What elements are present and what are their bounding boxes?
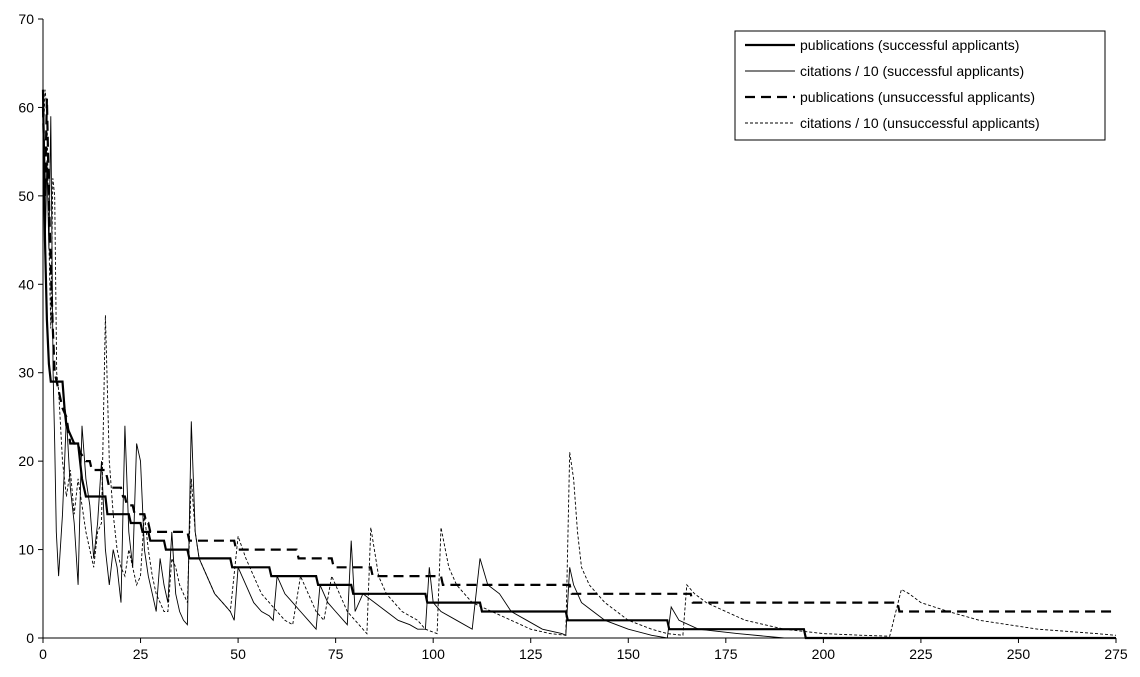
- x-tick-label: 75: [328, 646, 344, 662]
- y-tick-label: 50: [18, 188, 34, 204]
- x-tick-label: 25: [133, 646, 149, 662]
- y-tick-label: 0: [26, 630, 34, 646]
- legend: publications (successful applicants) cita…: [734, 30, 1106, 141]
- y-tick-label: 70: [18, 11, 34, 27]
- x-tick-label: 150: [617, 646, 641, 662]
- x-tick-label: 100: [422, 646, 446, 662]
- y-tick-label: 10: [18, 542, 34, 558]
- series-line-4: [42, 89, 1117, 637]
- series-line-3: [41, 98, 1116, 613]
- y-tick-label: 40: [18, 276, 34, 292]
- x-tick-label: 275: [1104, 646, 1128, 662]
- y-tick-label: 30: [18, 365, 34, 381]
- x-tick-label: 0: [39, 646, 47, 662]
- series-line-2: [42, 116, 785, 639]
- x-tick-label: 175: [714, 646, 738, 662]
- x-tick-label: 200: [812, 646, 836, 662]
- x-tick-label: 125: [519, 646, 543, 662]
- plot-area: [41, 89, 1117, 640]
- legend-box: [734, 30, 1106, 141]
- legend-label: publications (successful applicants): [800, 37, 1019, 53]
- legend-label: citations / 10 (successful applicants): [800, 63, 1024, 79]
- axes: 0 10 20 30 40 50 60 70 0 25 50 75 100 125 150 175 200 225…: [18, 11, 1127, 662]
- y-tick-label: 20: [18, 453, 34, 469]
- x-tick-label: 225: [909, 646, 933, 662]
- x-tick-label: 50: [230, 646, 246, 662]
- y-tick-label: 60: [18, 99, 34, 115]
- legend-label: publications (unsuccessful applicants): [800, 89, 1035, 105]
- x-tick-label: 250: [1007, 646, 1031, 662]
- legend-label: citations / 10 (unsuccessful applicants): [800, 115, 1040, 131]
- series-line-1: [41, 89, 1116, 640]
